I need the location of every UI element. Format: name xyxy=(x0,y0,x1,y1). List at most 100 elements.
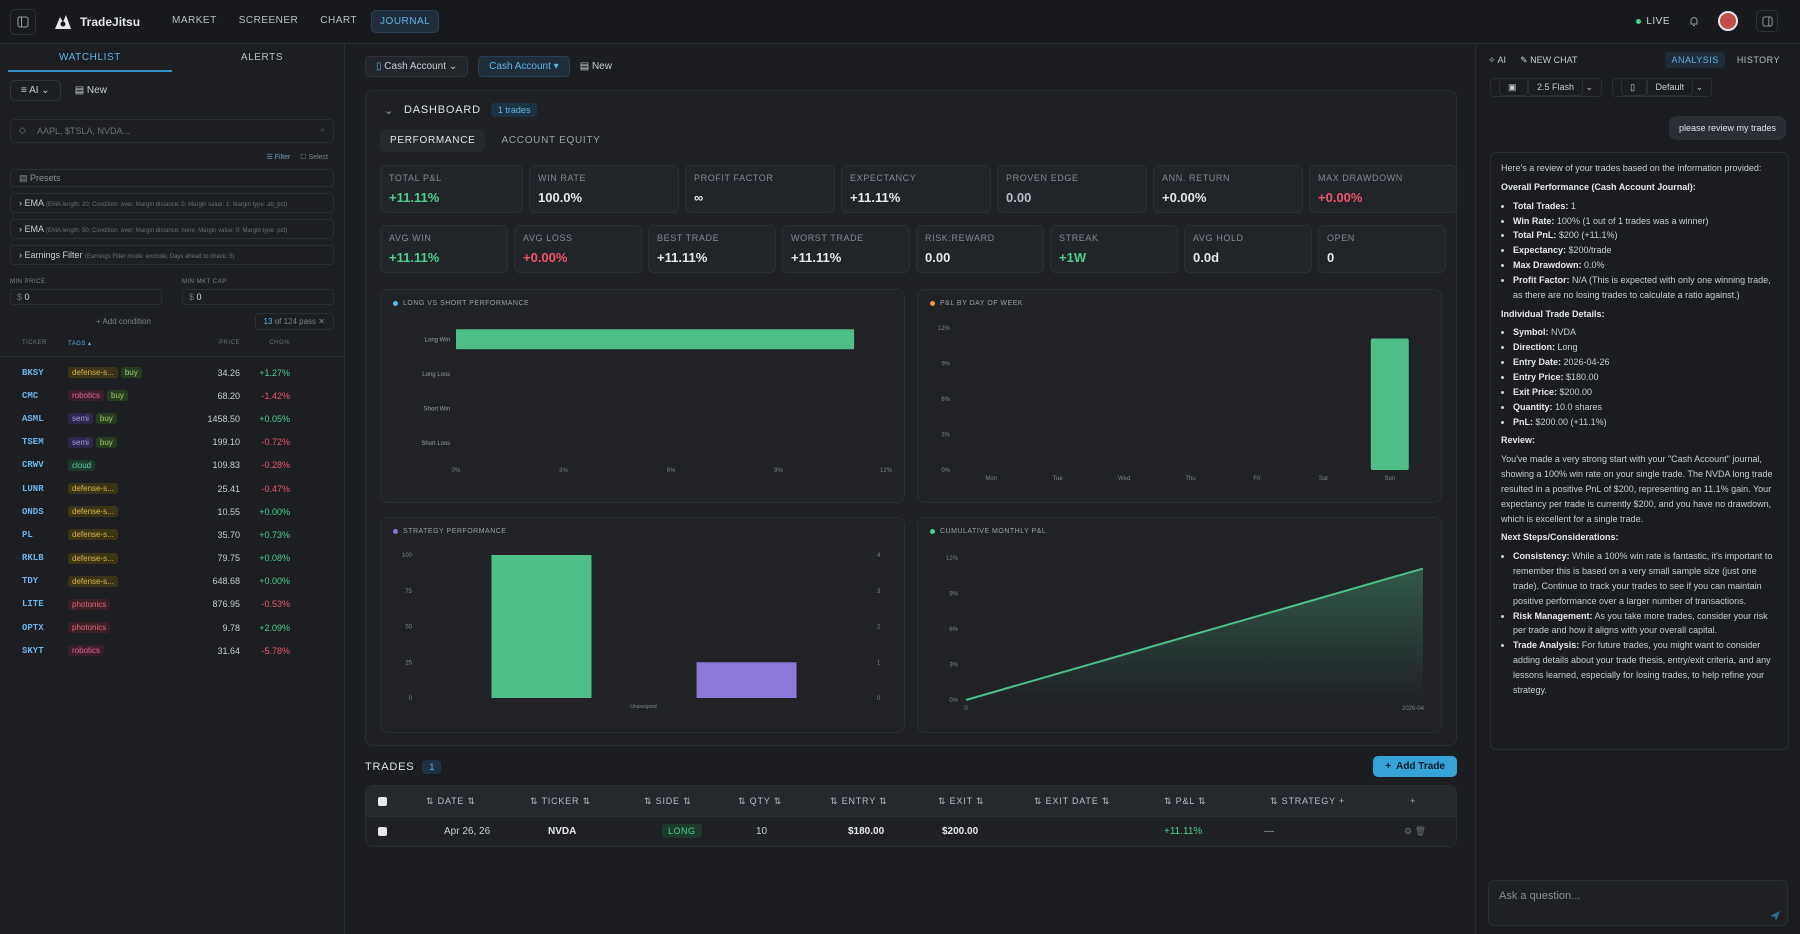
min-cap-value: 0 xyxy=(196,292,202,302)
sidebar-toggle-icon[interactable] xyxy=(10,8,36,35)
list-item[interactable]: LITE photonics 876.95 -0.53% xyxy=(0,593,344,616)
col-entry[interactable]: ⇅ ENTRY ⇅ xyxy=(830,795,888,806)
tab-analysis[interactable]: ANALYSIS xyxy=(1665,52,1725,68)
edit-icon[interactable]: ⚙ xyxy=(1404,826,1413,836)
pass-count: 13 of 124 pass ✕ xyxy=(254,313,334,330)
tab-account-equity[interactable]: ACCOUNT EQUITY xyxy=(501,135,601,146)
tab-alerts[interactable]: ALERTS xyxy=(240,52,284,63)
nav-chart[interactable]: CHART xyxy=(320,15,358,26)
list-item[interactable]: LUNR defense-s... 25.41 -0.47% xyxy=(0,477,344,500)
details-list: Symbol: NVDADirection: LongEntry Date: 2… xyxy=(1513,325,1778,429)
col-exit-date[interactable]: ⇅ EXIT DATE ⇅ xyxy=(1034,795,1111,806)
col-ticker[interactable]: ⇅ TICKER ⇅ xyxy=(530,795,591,806)
section-heading-text: Individual Trade Details: xyxy=(1501,308,1605,319)
col-exit[interactable]: ⇅ EXIT ⇅ xyxy=(938,795,985,806)
header-change[interactable]: CHG% xyxy=(269,340,290,346)
metric-value: 0.00 xyxy=(925,250,951,265)
add-icon[interactable]: + xyxy=(319,125,325,135)
header-price[interactable]: PRICE xyxy=(219,340,240,346)
mode-select[interactable]: ▯ Default ⌄ xyxy=(1612,78,1713,97)
section-heading: Review: xyxy=(1501,433,1778,448)
col-qty[interactable]: ⇅ QTY ⇅ xyxy=(738,795,783,806)
filter-button[interactable]: ☰ Filter xyxy=(266,154,291,161)
row-checkbox[interactable] xyxy=(378,827,387,836)
list-item[interactable]: OPTX photonics 9.78 +2.09% xyxy=(0,616,344,639)
bar xyxy=(491,555,592,698)
ticker-price: 68.20 xyxy=(217,390,240,401)
ticker-search-input[interactable]: ◇ AAPL, $TSLA, NVDA... + xyxy=(10,119,334,143)
list-item[interactable]: CRWV cloud 109.83 -0.28% xyxy=(0,454,344,477)
ticker-tags: robotics buy xyxy=(68,390,176,402)
list-item: Max Drawdown: 0.0% xyxy=(1513,258,1778,273)
nav-screener[interactable]: SCREENER xyxy=(238,15,299,26)
condition-row[interactable]: › Earnings Filter (Earnings Filter mode:… xyxy=(10,245,334,265)
list-item[interactable]: BKSY defense-s... buy 34.26 +1.27% xyxy=(0,361,344,384)
metric-label: AVG LOSS xyxy=(523,233,573,243)
account-tab[interactable]: Cash Account ▾ xyxy=(478,56,570,77)
panel-toggle-icon[interactable] xyxy=(1756,10,1778,32)
tab-history[interactable]: HISTORY xyxy=(1736,55,1780,65)
tab-watchlist[interactable]: WATCHLIST xyxy=(8,44,172,72)
presets-dropdown[interactable]: ▤ Presets xyxy=(10,169,334,187)
item-label: Entry Price: xyxy=(1513,371,1564,382)
trash-icon[interactable]: 🗑 xyxy=(1414,826,1427,836)
ticker-tags: defense-s... buy xyxy=(68,367,176,379)
nav-market[interactable]: MARKET xyxy=(172,15,217,26)
list-item[interactable]: ASML semi buy 1458.50 +0.05% xyxy=(0,407,344,430)
account-select[interactable]: ▯ Cash Account ⌄ xyxy=(365,56,469,77)
min-price-input[interactable]: $ 0 xyxy=(10,289,162,305)
header-tags[interactable]: TAGS ▴ xyxy=(68,341,92,347)
list-select[interactable]: ≡ AI ⌄ xyxy=(10,80,61,101)
add-column-icon[interactable]: + xyxy=(1410,796,1417,806)
col-side[interactable]: ⇅ SIDE ⇅ xyxy=(644,795,692,806)
model-label: 2.5 Flash xyxy=(1528,78,1584,96)
select-all-checkbox[interactable] xyxy=(378,796,387,806)
list-item[interactable]: TSEM semi buy 199.10 -0.72% xyxy=(0,431,344,454)
new-journal-button[interactable]: ▤ New xyxy=(580,61,612,72)
ask-input[interactable]: Ask a question... xyxy=(1488,880,1788,926)
table-row[interactable]: Apr 26, 26 NVDA LONG 10 $180.00 $200.00 … xyxy=(366,816,1456,846)
avatar[interactable] xyxy=(1718,11,1738,31)
send-icon[interactable] xyxy=(1769,910,1781,922)
header-ticker[interactable]: TICKER xyxy=(22,340,48,346)
select-button[interactable]: ☐ Select xyxy=(300,154,328,161)
condition-row[interactable]: › EMA (EMA length: 20; Condition: over; … xyxy=(10,193,334,213)
add-condition-button[interactable]: + Add condition xyxy=(96,317,151,326)
y-tick-label: 3% xyxy=(941,433,950,439)
list-item: Quantity: 10.0 shares xyxy=(1513,400,1778,415)
watchlist-sidebar: WATCHLIST ALERTS ≡ AI ⌄ ▤ New ◇ AAPL, $T… xyxy=(0,44,345,934)
y-tick-label: 0% xyxy=(941,468,950,474)
select-label: Select xyxy=(308,154,328,161)
bell-icon[interactable] xyxy=(1688,15,1700,27)
list-item[interactable]: PL defense-s... 35.70 +0.73% xyxy=(0,523,344,546)
col-strategy[interactable]: ⇅ STRATEGY + xyxy=(1270,795,1346,806)
list-item[interactable]: CMC robotics buy 68.20 -1.42% xyxy=(0,384,344,407)
y-tick-label: 9% xyxy=(949,592,958,598)
list-item: Risk Management: As you take more trades… xyxy=(1513,609,1778,639)
ticker-price: 876.95 xyxy=(212,599,240,610)
ai-tab[interactable]: ✧ AI xyxy=(1488,55,1506,66)
list-item[interactable]: ONDS defense-s... 10.55 +0.00% xyxy=(0,500,344,523)
item-label: Total PnL: xyxy=(1513,230,1557,241)
new-list-button[interactable]: ▤ New xyxy=(75,85,107,96)
list-item[interactable]: SKYT robotics 31.64 -5.78% xyxy=(0,639,344,662)
ticker-tags: semi buy xyxy=(68,413,176,425)
col-date[interactable]: ⇅ DATE ⇅ xyxy=(426,795,476,806)
new-chat-label: NEW CHAT xyxy=(1530,54,1578,65)
app-logo[interactable]: TradeJitsu xyxy=(52,12,140,32)
condition-row[interactable]: › EMA (EMA length: 50; Condition: over; … xyxy=(10,219,334,239)
min-cap-input[interactable]: $ 0 xyxy=(182,289,334,305)
tag-badge: cloud xyxy=(68,459,96,471)
list-item[interactable]: RKLB defense-s... 79.75 +0.08% xyxy=(0,547,344,570)
new-chat-button[interactable]: ✎ NEW CHAT xyxy=(1520,55,1577,66)
add-trade-button[interactable]: + Add Trade xyxy=(1373,756,1457,777)
collapse-chevron-icon[interactable]: ⌄ xyxy=(384,104,395,117)
tab-performance[interactable]: PERFORMANCE xyxy=(380,129,486,152)
cumulative-chart: CUMULATIVE MONTHLY P&L 0% 3% 6% 9% 12% 0 2026-… xyxy=(917,517,1442,733)
nav-journal[interactable]: JOURNAL xyxy=(371,10,440,33)
col-pnl[interactable]: ⇅ P&L ⇅ xyxy=(1164,795,1207,806)
list-item[interactable]: TDY defense-s... 648.68 +0.00% xyxy=(0,570,344,593)
model-select[interactable]: ▣ 2.5 Flash ⌄ xyxy=(1490,78,1603,97)
y-left-tick-label: 100 xyxy=(402,553,413,559)
list-select-icon: ≡ xyxy=(21,85,30,96)
